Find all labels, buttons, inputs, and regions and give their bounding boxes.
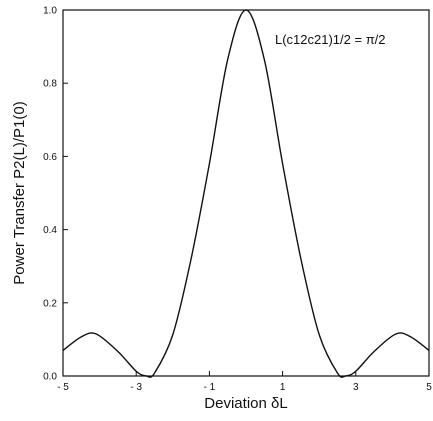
y-tick-label: 0.6 bbox=[43, 152, 57, 163]
y-tick-label: 1.0 bbox=[43, 6, 57, 17]
x-tick-label: - 1 bbox=[204, 382, 216, 393]
axis-ticks bbox=[62, 9, 430, 377]
y-tick-label: 0.4 bbox=[43, 225, 57, 236]
coupling-annotation: L(c12c21)1/2 = π/2 bbox=[275, 32, 386, 47]
series-line-power-transfer bbox=[62, 9, 430, 378]
x-axis-label: Deviation δL bbox=[204, 395, 287, 412]
y-tick-label: 0.0 bbox=[43, 372, 57, 383]
x-tick-label: 1 bbox=[280, 382, 286, 393]
y-tick-label: 0.8 bbox=[43, 79, 57, 90]
tick-labels: 0.0 0.2 0.4 0.6 0.8 1.0 - 5 - 3 - 1 1 3 5 bbox=[43, 6, 432, 394]
plot-frame bbox=[62, 9, 430, 377]
y-tick-label: 0.2 bbox=[43, 298, 57, 309]
y-axis-label: Power Transfer P2(L)/P1(0) bbox=[11, 101, 28, 284]
x-tick-label: - 5 bbox=[57, 382, 69, 393]
x-tick-label: - 3 bbox=[130, 382, 142, 393]
x-tick-label: 5 bbox=[426, 382, 432, 393]
x-tick-label: 3 bbox=[353, 382, 359, 393]
